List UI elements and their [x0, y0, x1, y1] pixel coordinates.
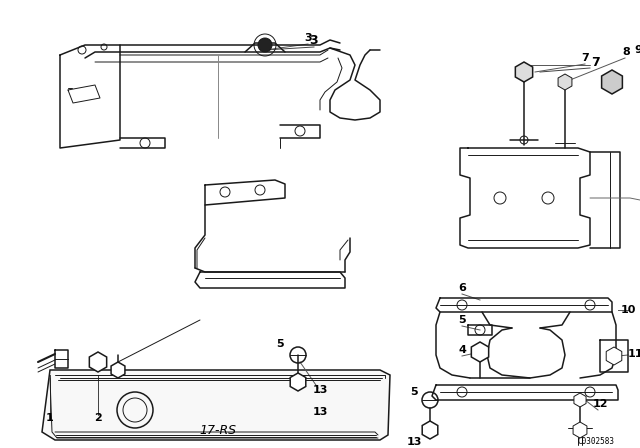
- Text: 9: 9: [634, 45, 640, 55]
- Text: 13: 13: [406, 437, 422, 447]
- Text: 5: 5: [410, 387, 418, 397]
- Text: 8: 8: [622, 47, 630, 57]
- Text: 7: 7: [591, 56, 600, 69]
- Text: 13: 13: [312, 407, 328, 417]
- Text: 3: 3: [304, 33, 312, 43]
- Text: 6: 6: [458, 283, 466, 293]
- Polygon shape: [111, 362, 125, 378]
- Polygon shape: [558, 74, 572, 90]
- Circle shape: [258, 38, 272, 52]
- Text: 1: 1: [46, 413, 54, 423]
- Text: 5: 5: [276, 339, 284, 349]
- Text: 11: 11: [627, 349, 640, 359]
- Text: 10: 10: [620, 305, 636, 315]
- Polygon shape: [471, 342, 489, 362]
- Text: 3: 3: [310, 34, 318, 47]
- Polygon shape: [290, 373, 306, 391]
- Text: 7: 7: [581, 53, 589, 63]
- Text: 2: 2: [94, 413, 102, 423]
- Text: 13: 13: [312, 385, 328, 395]
- Text: 4: 4: [458, 345, 466, 355]
- Text: C0302583: C0302583: [577, 438, 614, 447]
- Polygon shape: [422, 421, 438, 439]
- Polygon shape: [573, 422, 587, 438]
- Polygon shape: [515, 62, 532, 82]
- Polygon shape: [574, 393, 586, 407]
- Text: 12: 12: [592, 399, 608, 409]
- Text: 17-RS: 17-RS: [200, 423, 237, 436]
- Text: 5: 5: [458, 315, 466, 325]
- Polygon shape: [42, 370, 390, 440]
- Polygon shape: [90, 352, 107, 372]
- Polygon shape: [606, 347, 622, 365]
- Polygon shape: [602, 70, 622, 94]
